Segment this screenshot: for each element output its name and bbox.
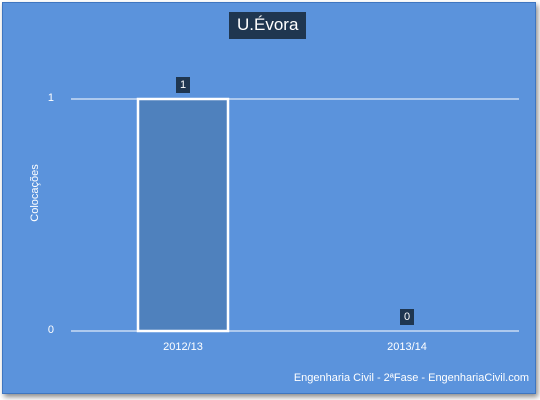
y-tick-label: 1 [47, 92, 54, 104]
x-tick-label: 2012/13 [163, 341, 203, 353]
footer-credit: Engenharia Civil - 2ªFase - EngenhariaCi… [293, 372, 529, 384]
y-tick-label: 0 [47, 324, 54, 336]
chart-canvas [71, 97, 519, 333]
chart-title: U.Évora [229, 12, 307, 39]
y-axis-label: Colocações [29, 164, 41, 222]
data-label: 0 [400, 309, 415, 325]
x-tick-label: 2013/14 [387, 341, 427, 353]
bar-2012-13 [136, 97, 230, 333]
data-label: 1 [176, 77, 191, 93]
